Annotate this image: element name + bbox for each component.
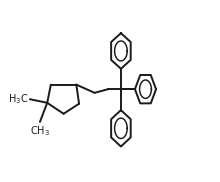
Text: H$_3$C: H$_3$C [8,92,28,106]
Text: CH$_3$: CH$_3$ [30,124,50,138]
